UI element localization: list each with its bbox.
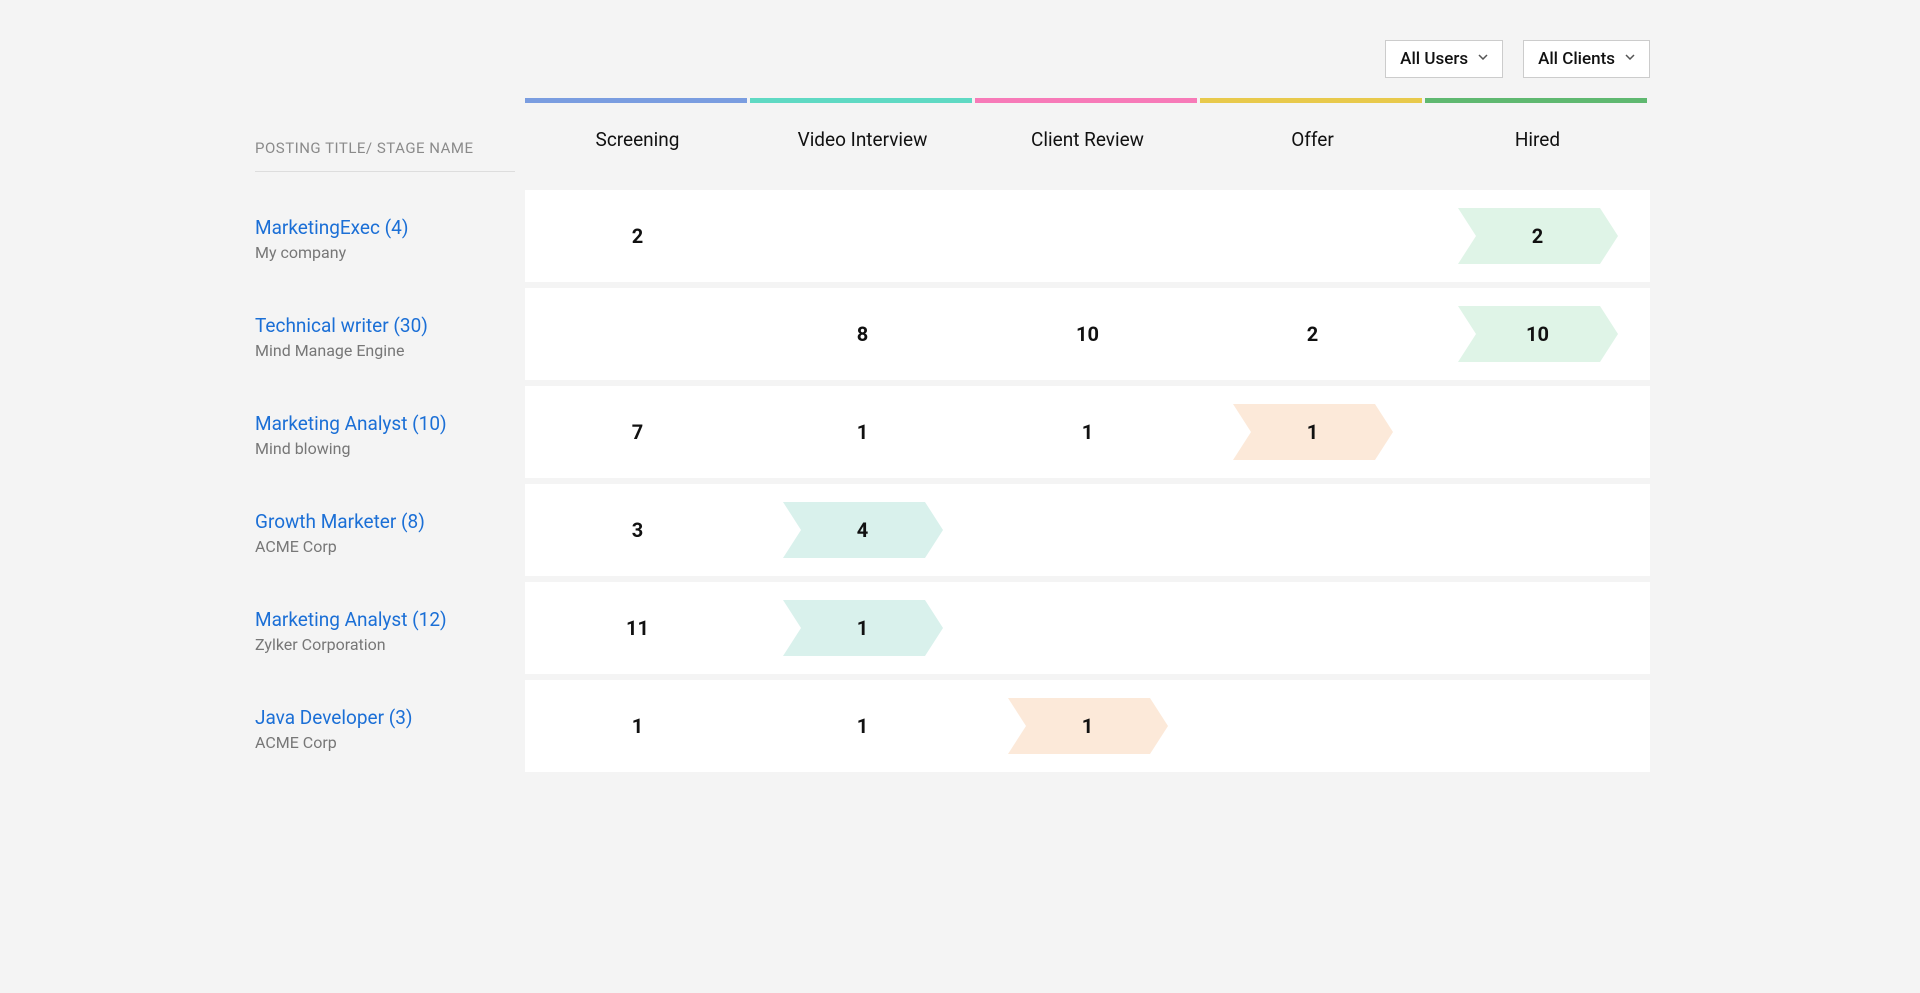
posting-title-link[interactable]: Growth Marketer (8) <box>255 510 525 533</box>
stage-cell-value: 4 <box>857 518 868 542</box>
stage-cell[interactable] <box>1425 680 1650 778</box>
stage-cell-value: 1 <box>857 420 868 444</box>
stage-cell[interactable]: 10 <box>1425 288 1650 386</box>
stage-bar <box>1425 98 1647 103</box>
stage-header-label: Hired <box>1425 128 1650 151</box>
stage-cell[interactable] <box>750 190 975 288</box>
posting-title-link[interactable]: Marketing Analyst (12) <box>255 608 525 631</box>
posting-subtitle: ACME Corp <box>255 733 525 752</box>
row-title-cell: Growth Marketer (8) ACME Corp <box>200 484 525 582</box>
stage-bar <box>750 98 972 103</box>
stage-cell[interactable] <box>1200 484 1425 582</box>
stage-cell-value: 1 <box>1082 714 1093 738</box>
chevron-down-icon <box>1625 54 1635 64</box>
row-title-cell: MarketingExec (4) My company <box>200 190 525 288</box>
posting-subtitle: Mind Manage Engine <box>255 341 525 360</box>
row-title-cell: Technical writer (30) Mind Manage Engine <box>200 288 525 386</box>
clients-filter-label: All Clients <box>1538 49 1615 69</box>
chevron-down-icon <box>1478 54 1488 64</box>
posting-subtitle: ACME Corp <box>255 537 525 556</box>
stage-cell[interactable]: 7 <box>525 386 750 484</box>
arrow-badge: 1 <box>1008 698 1168 754</box>
stage-cell[interactable]: 1 <box>1200 386 1425 484</box>
stage-cell[interactable] <box>525 288 750 386</box>
stage-cell[interactable]: 1 <box>975 386 1200 484</box>
stage-cell-value: 2 <box>632 224 643 248</box>
stage-cell[interactable]: 4 <box>750 484 975 582</box>
posting-title-link[interactable]: Technical writer (30) <box>255 314 525 337</box>
stage-header: Hired <box>1425 98 1650 190</box>
stage-cell[interactable]: 3 <box>525 484 750 582</box>
stage-bar <box>1200 98 1422 103</box>
arrow-badge: 1 <box>783 600 943 656</box>
stage-cell[interactable] <box>1425 484 1650 582</box>
stage-header: Screening <box>525 98 750 190</box>
header-left-label: POSTING TITLE/ STAGE NAME <box>255 139 515 172</box>
stage-header: Client Review <box>975 98 1200 190</box>
header-left: POSTING TITLE/ STAGE NAME <box>200 98 525 190</box>
stage-cell[interactable]: 8 <box>750 288 975 386</box>
stage-cell[interactable]: 1 <box>975 680 1200 778</box>
stage-cell-value: 1 <box>857 616 868 640</box>
pipeline-grid: POSTING TITLE/ STAGE NAME ScreeningVideo … <box>200 98 1720 778</box>
stage-cell-value: 7 <box>632 420 643 444</box>
stage-cell-value: 10 <box>1076 322 1099 346</box>
stage-header-label: Video Interview <box>750 128 975 151</box>
stage-cell[interactable] <box>1200 680 1425 778</box>
stage-cell-value: 10 <box>1526 322 1549 346</box>
stage-cell[interactable]: 2 <box>1425 190 1650 288</box>
stage-bar <box>975 98 1197 103</box>
stage-bar <box>525 98 747 103</box>
stage-cell[interactable] <box>975 484 1200 582</box>
users-filter-label: All Users <box>1400 49 1468 69</box>
stage-header-label: Client Review <box>975 128 1200 151</box>
arrow-badge: 4 <box>783 502 943 558</box>
stage-cell[interactable]: 1 <box>525 680 750 778</box>
stage-cell-value: 2 <box>1307 322 1318 346</box>
stage-cell[interactable]: 1 <box>750 386 975 484</box>
stage-cell-value: 1 <box>1082 420 1093 444</box>
posting-subtitle: Mind blowing <box>255 439 525 458</box>
stage-cell[interactable]: 1 <box>750 582 975 680</box>
pipeline-dashboard: All Users All Clients POSTING TITLE/ STA… <box>200 0 1720 778</box>
stage-cell[interactable] <box>975 190 1200 288</box>
stage-cell-value: 11 <box>626 616 649 640</box>
posting-title-link[interactable]: Java Developer (3) <box>255 706 525 729</box>
stage-cell-value: 3 <box>632 518 643 542</box>
stage-cell[interactable] <box>975 582 1200 680</box>
stage-cell-value: 1 <box>857 714 868 738</box>
stage-header: Video Interview <box>750 98 975 190</box>
row-title-cell: Marketing Analyst (12) Zylker Corporation <box>200 582 525 680</box>
stage-cell[interactable]: 10 <box>975 288 1200 386</box>
posting-subtitle: Zylker Corporation <box>255 635 525 654</box>
stage-cell[interactable] <box>1425 386 1650 484</box>
stage-cell-value: 8 <box>857 322 868 346</box>
arrow-badge: 2 <box>1458 208 1618 264</box>
stage-cell[interactable] <box>1425 582 1650 680</box>
row-title-cell: Marketing Analyst (10) Mind blowing <box>200 386 525 484</box>
stage-cell[interactable]: 1 <box>750 680 975 778</box>
posting-subtitle: My company <box>255 243 525 262</box>
stage-header-label: Offer <box>1200 128 1425 151</box>
row-title-cell: Java Developer (3) ACME Corp <box>200 680 525 778</box>
users-filter[interactable]: All Users <box>1385 40 1503 78</box>
stage-header: Offer <box>1200 98 1425 190</box>
posting-title-link[interactable]: Marketing Analyst (10) <box>255 412 525 435</box>
arrow-badge: 10 <box>1458 306 1618 362</box>
filter-bar: All Users All Clients <box>200 40 1720 78</box>
stage-cell[interactable] <box>1200 582 1425 680</box>
stage-cell[interactable] <box>1200 190 1425 288</box>
stage-header-label: Screening <box>525 128 750 151</box>
arrow-badge: 1 <box>1233 404 1393 460</box>
clients-filter[interactable]: All Clients <box>1523 40 1650 78</box>
posting-title-link[interactable]: MarketingExec (4) <box>255 216 525 239</box>
stage-cell-value: 1 <box>1307 420 1318 444</box>
stage-cell[interactable]: 2 <box>525 190 750 288</box>
stage-cell-value: 2 <box>1532 224 1543 248</box>
stage-cell-value: 1 <box>632 714 643 738</box>
stage-cell[interactable]: 11 <box>525 582 750 680</box>
stage-cell[interactable]: 2 <box>1200 288 1425 386</box>
